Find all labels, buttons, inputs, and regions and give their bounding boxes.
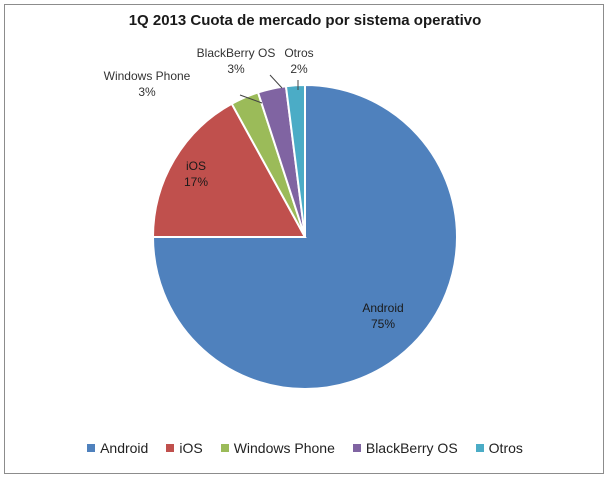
legend-item-ios: iOS [166,440,203,456]
pie-slice-ios [151,102,307,238]
data-label-otros: Otros 2% [284,46,313,76]
pie-slice-otros [284,83,306,238]
legend-item-android: Android [87,440,148,456]
chart-title: 1Q 2013 Cuota de mercado por sistema ope… [128,12,482,29]
leader-line [269,74,283,89]
legend-swatch [87,444,96,452]
legend-swatch [166,444,175,452]
pie-slice-android [151,83,458,390]
legend-swatch [352,444,361,452]
data-label-android: Android 75% [362,301,403,331]
legend-item-blackberry-os: BlackBerry OS [352,440,458,456]
chart-legend: Android iOS Windows Phone BlackBerry OS Otro… [0,440,610,456]
legend-label: Otros [488,440,523,456]
legend-item-otros: Otros [475,440,523,456]
legend-label: Android [100,440,149,456]
legend-swatch [475,444,484,452]
data-label-blackberry-os: BlackBerry OS 3% [197,46,276,76]
legend-label: BlackBerry OS [365,440,458,456]
data-label-ios: iOS 17% [184,159,208,189]
data-label-windows-phone: Windows Phone 3% [104,69,191,99]
leader-line [239,94,263,104]
legend-label: iOS [179,440,203,456]
legend-item-windows-phone: Windows Phone [220,440,335,456]
legend-label: Windows Phone [233,440,335,456]
legend-swatch [220,444,229,452]
